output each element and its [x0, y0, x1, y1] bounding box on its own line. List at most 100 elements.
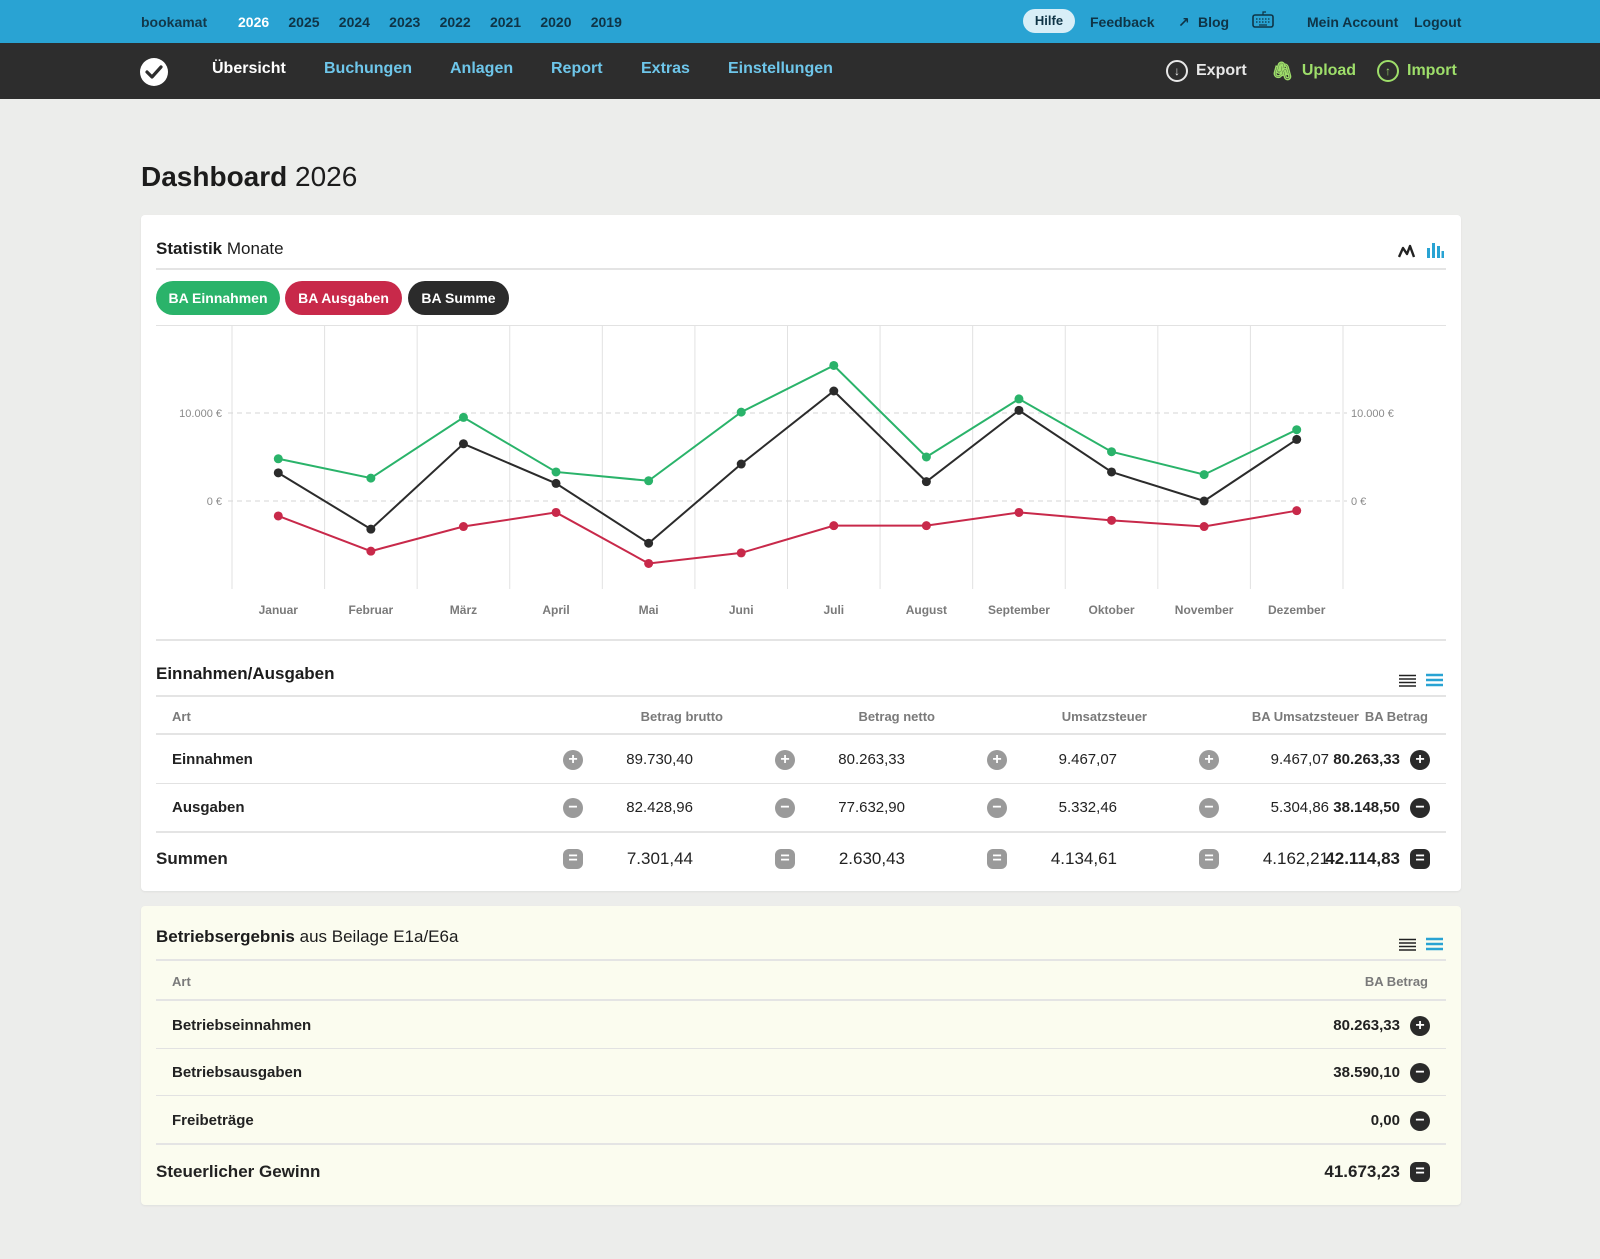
paperclip-icon: 🖇	[1271, 60, 1294, 81]
import-button[interactable]: ↑ Import	[1377, 57, 1457, 85]
einaus-header-rule	[156, 695, 1446, 697]
plus-icon[interactable]: +	[775, 750, 795, 770]
minus-icon[interactable]: −	[775, 798, 795, 818]
series-einnahmen-point	[921, 452, 931, 462]
year-2026[interactable]: 2026	[238, 14, 270, 30]
series-einnahmen-point	[458, 412, 468, 422]
series-summe-point	[1199, 496, 1209, 506]
upload-label: Upload	[1301, 62, 1357, 79]
nav-anlagen[interactable]: Anlagen	[450, 60, 514, 77]
minus-icon[interactable]: −	[1410, 1111, 1430, 1131]
upload-arrow-icon: ↑	[1377, 60, 1399, 82]
equals-icon[interactable]: =	[563, 849, 583, 869]
einnahmen-netto: 80.263,33	[838, 751, 905, 768]
nav-uebersicht[interactable]: Übersicht	[212, 60, 286, 77]
legend-summe-pill[interactable]: BA Summe	[408, 281, 509, 315]
col-umsatzsteuer: Umsatzsteuer	[1061, 709, 1147, 724]
equals-icon[interactable]: =	[987, 849, 1007, 869]
betrieb-title-bold: Betriebsergebnis	[156, 927, 295, 946]
logout-link[interactable]: Logout	[1414, 14, 1462, 30]
minus-icon[interactable]: −	[1410, 1063, 1430, 1083]
bar-chart-icon[interactable]	[1426, 242, 1444, 258]
einaus-col-rule	[156, 733, 1446, 735]
year-2025[interactable]: 2025	[288, 14, 320, 30]
row-ausgaben-label: Ausgaben	[172, 799, 245, 816]
nav-extras[interactable]: Extras	[641, 60, 690, 77]
compact-list-icon[interactable]	[1399, 938, 1416, 951]
series-summe-point	[551, 478, 561, 488]
nav-einstellungen[interactable]: Einstellungen	[728, 60, 833, 77]
year-2024[interactable]: 2024	[338, 14, 370, 30]
series-einnahmen-point	[644, 476, 654, 486]
export-label: Export	[1196, 62, 1247, 79]
top-bar: bookamat 2026 2025 2024 2023 2022 2021 2…	[0, 0, 1600, 43]
row-betriebsausgaben-label: Betriebsausgaben	[172, 1064, 303, 1081]
feedback-link[interactable]: Feedback	[1090, 14, 1155, 30]
equals-icon[interactable]: =	[775, 849, 795, 869]
brand-link[interactable]: bookamat	[141, 14, 208, 30]
row-divider	[156, 1095, 1446, 1096]
minus-icon[interactable]: −	[1410, 798, 1430, 818]
einnahmen-brutto: 89.730,40	[626, 751, 693, 768]
wide-list-icon[interactable]	[1426, 673, 1443, 687]
col-art: Art	[172, 974, 191, 989]
y-tick-label-left: 0 €	[207, 496, 222, 508]
year-2022[interactable]: 2022	[439, 14, 471, 30]
minus-icon[interactable]: −	[1199, 798, 1219, 818]
plus-icon[interactable]: +	[1410, 1016, 1430, 1036]
plus-icon[interactable]: +	[987, 750, 1007, 770]
x-tick-label: Mai	[639, 603, 659, 617]
series-einnahmen-point	[1107, 447, 1117, 457]
nav-report[interactable]: Report	[551, 60, 603, 77]
line-chart-icon[interactable]	[1398, 244, 1416, 258]
year-2021[interactable]: 2021	[489, 14, 522, 30]
series-ausgaben-point	[644, 558, 654, 568]
equals-icon[interactable]: =	[1410, 849, 1430, 869]
upload-button[interactable]: 🖇 Upload	[1271, 57, 1356, 85]
blog-link[interactable]: Blog	[1198, 14, 1230, 30]
year-2019[interactable]: 2019	[590, 14, 622, 30]
equals-icon[interactable]: =	[1199, 849, 1219, 869]
summen-ba-betrag: 42.114,83	[1325, 849, 1400, 868]
legend-ausgaben-pill[interactable]: BA Ausgaben	[285, 281, 402, 315]
series-ausgaben-point	[551, 507, 561, 517]
statistik-header-rule	[156, 268, 1446, 270]
col-art: Art	[172, 709, 191, 724]
series-einnahmen-point	[1292, 425, 1302, 435]
x-tick-label: November	[1175, 603, 1234, 617]
series-summe-point	[273, 468, 283, 478]
series-ausgaben-point	[273, 511, 283, 521]
keyboard-icon[interactable]	[1252, 10, 1274, 28]
einnahmen-ba-betrag: 80.263,33	[1333, 751, 1400, 768]
statistik-card: Statistik Monate BA Einnahmen BA Ausgabe…	[141, 215, 1461, 891]
year-2020[interactable]: 2020	[540, 14, 572, 30]
ausgaben-brutto: 82.428,96	[626, 799, 693, 816]
minus-icon[interactable]: −	[987, 798, 1007, 818]
ausgaben-ba-betrag: 38.148,50	[1333, 799, 1400, 816]
equals-icon[interactable]: =	[1410, 1162, 1430, 1182]
download-icon: ↓	[1166, 60, 1188, 82]
series-ausgaben-point	[1014, 507, 1024, 517]
logo-check-icon[interactable]	[140, 58, 168, 86]
nav-buchungen[interactable]: Buchungen	[324, 60, 412, 77]
compact-list-icon[interactable]	[1399, 674, 1416, 687]
minus-icon[interactable]: −	[563, 798, 583, 818]
statistik-title: Statistik Monate	[156, 239, 284, 259]
series-summe-point	[829, 386, 839, 396]
sum-rule	[156, 1143, 1446, 1145]
series-einnahmen-point	[1199, 470, 1209, 480]
wide-list-icon[interactable]	[1426, 937, 1443, 951]
plus-icon[interactable]: +	[1199, 750, 1219, 770]
plus-icon[interactable]: +	[563, 750, 583, 770]
legend-einnahmen-pill[interactable]: BA Einnahmen	[156, 281, 280, 315]
row-summen-label: Summen	[156, 849, 228, 868]
col-ba-betrag: BA Betrag	[1364, 709, 1428, 724]
help-button[interactable]: Hilfe	[1023, 9, 1075, 33]
plus-icon[interactable]: +	[1410, 750, 1430, 770]
series-ausgaben-point	[1107, 515, 1117, 525]
row-divider	[156, 1048, 1446, 1049]
export-button[interactable]: ↓ Export	[1166, 57, 1247, 85]
account-link[interactable]: Mein Account	[1307, 14, 1399, 30]
year-2023[interactable]: 2023	[389, 14, 421, 30]
row-freibetraege-label: Freibeträge	[172, 1112, 254, 1129]
